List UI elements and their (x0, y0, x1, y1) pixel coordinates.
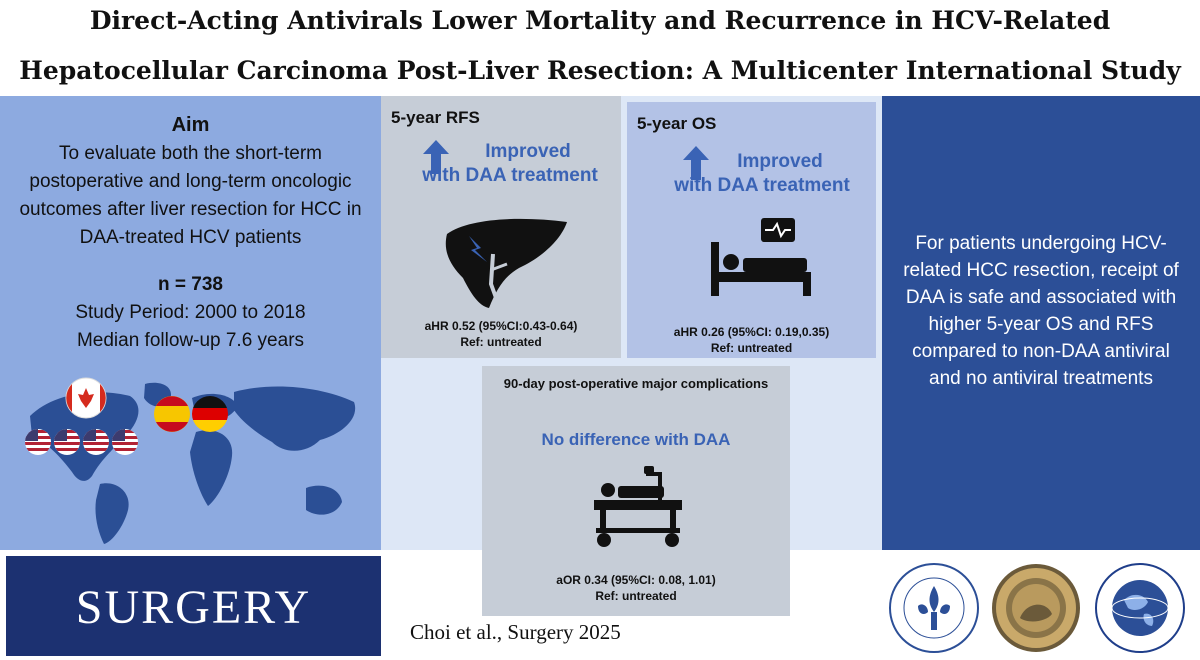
rfs-improved: Improved with DAA treatment (422, 141, 598, 186)
liver-icon (445, 218, 567, 308)
complications-or: aOR 0.34 (95%CI: 0.08, 1.01) Ref: untrea… (556, 573, 716, 603)
germany-flag-icon (192, 396, 228, 432)
aim-text: To evaluate both the short-term postoper… (19, 143, 362, 248)
usa-flag-icon (25, 429, 51, 455)
infographic-title: Direct-Acting Antivirals Lower Mortality… (0, 0, 1200, 96)
conclusion-text: For patients undergoing HCV-related HCC … (903, 233, 1179, 389)
complications-result: No difference with DAA (541, 430, 731, 449)
study-period: Study Period: 2000 to 2018 (75, 302, 306, 323)
rfs-title: 5-year RFS (391, 108, 480, 127)
complications-result-box: 90-day post-operative major complication… (482, 366, 790, 616)
hospital-bed-monitor-icon (711, 218, 811, 296)
central-surgical-association-seal-icon (992, 564, 1080, 652)
aim-panel: Aim To evaluate both the short-term post… (0, 96, 381, 550)
up-arrow-icon (683, 146, 709, 180)
os-title: 5-year OS (637, 114, 717, 133)
citation: Choi et al., Surgery 2025 (410, 620, 621, 644)
conclusion-panel: For patients undergoing HCV-related HCC … (882, 96, 1200, 550)
median-followup: Median follow-up 7.6 years (76, 330, 305, 351)
os-improved: Improved with DAA treatment (674, 151, 850, 196)
title-line-1: Direct-Acting Antivirals Lower Mortality… (89, 6, 1111, 35)
complications-title: 90-day post-operative major complication… (503, 376, 769, 391)
society-of-university-surgeons-seal-icon (889, 563, 979, 653)
spain-flag-icon (154, 396, 190, 432)
os-hr: aHR 0.26 (95%CI: 0.19,0.35) Ref: untreat… (673, 325, 830, 355)
journal-logo: SURGERY (6, 556, 381, 656)
os-result-box: 5-year OS Improved with DAA treatment aH… (627, 102, 876, 358)
canada-flag-icon (65, 377, 107, 419)
aim-heading: Aim (171, 114, 210, 136)
rfs-result-box: 5-year RFS Improved with DAA treatment a… (381, 96, 621, 358)
usa-flag-icon (54, 429, 80, 455)
journal-name: SURGERY (75, 581, 312, 634)
hospital-stretcher-icon (594, 466, 682, 547)
american-association-of-endocrine-surgeons-seal-icon (1095, 563, 1185, 653)
sample-size: n = 738 (158, 274, 223, 295)
title-line-2: Hepatocellular Carcinoma Post-Liver Rese… (19, 56, 1181, 85)
rfs-hr: aHR 0.52 (95%CI:0.43-0.64) Ref: untreate… (424, 319, 578, 349)
world-map-icon (25, 377, 356, 544)
up-arrow-icon (423, 140, 449, 174)
